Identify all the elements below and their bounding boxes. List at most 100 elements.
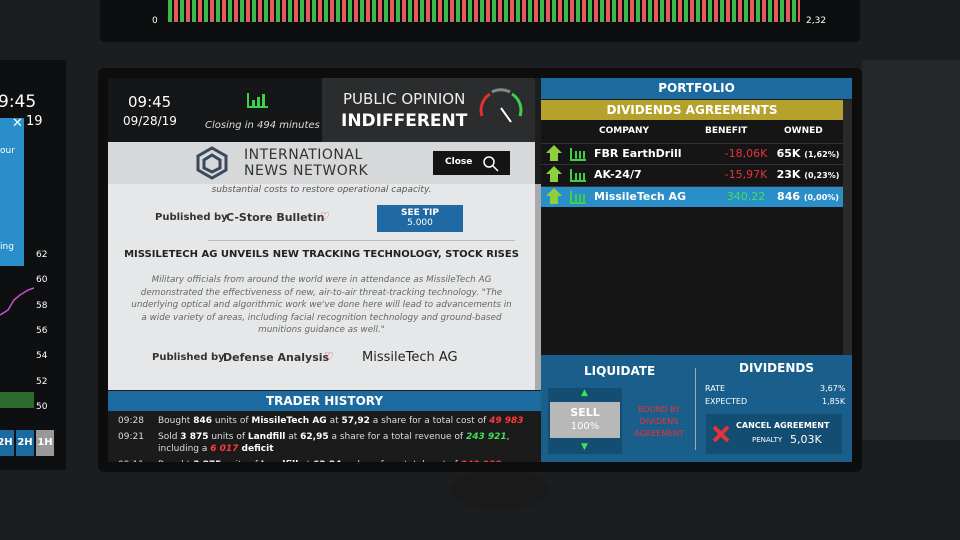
history-part: Landfill <box>261 460 299 462</box>
axis-label: 52 <box>36 376 48 387</box>
article-source: Defense Analysis <box>223 351 330 364</box>
portfolio-scrollbar[interactable] <box>843 100 852 355</box>
history-time: 09:28 <box>118 416 144 426</box>
like-icon[interactable]: ♡ <box>324 350 334 363</box>
trend-arrow-stem <box>550 195 558 204</box>
company-name: FBR EarthDrill <box>594 147 682 160</box>
network-name: NEWS NETWORK <box>244 163 369 179</box>
history-title: TRADER HISTORY <box>265 394 384 408</box>
cancel-icon <box>712 425 730 443</box>
owned-amount: 65K <box>776 147 801 160</box>
owned-value: 23K (0,23%) <box>773 168 843 181</box>
network-name: INTERNATIONAL <box>244 147 363 163</box>
history-part: Sold <box>158 432 181 442</box>
news-body: substantial costs to restore operational… <box>108 184 535 390</box>
liquidate-title: LIQUIDATE <box>584 364 656 378</box>
history-part: Bought <box>158 460 193 462</box>
tip-button[interactable]: SEE TIP 5.000 <box>377 205 463 232</box>
trend-arrow <box>546 166 562 175</box>
history-part: deficit <box>238 444 274 454</box>
portfolio-row[interactable]: AK-24/7 -15,97K 23K (0,23%) <box>541 164 843 186</box>
history-text: Sold 3 875 units of Landfill at 62,95 a … <box>158 431 533 455</box>
history-part: 846 <box>193 416 212 426</box>
benefit-value: -18,06K <box>724 147 768 160</box>
history-part: 49 983 <box>489 416 524 426</box>
history-part: a share for a total cost of <box>369 416 490 426</box>
axis-label: 58 <box>36 300 48 311</box>
top-label: 2,32 <box>806 16 827 26</box>
news-logo <box>196 146 228 180</box>
trend-arrow-stem <box>550 174 558 183</box>
dividends-title: DIVIDENDS <box>739 361 814 375</box>
clock-panel <box>108 78 322 142</box>
bound-note: BOUND BY DIVIDENS AGREEMENT <box>634 405 685 438</box>
left-panel <box>0 118 24 266</box>
sell-button[interactable]: SELL 100% <box>550 402 620 438</box>
history-part: at <box>285 432 301 442</box>
history-part: a share for a total cost of <box>342 460 461 462</box>
close-button[interactable]: Close <box>433 151 510 175</box>
benefit-value: 340,22 <box>726 189 766 203</box>
history-time: 09:11 <box>118 459 144 462</box>
subtitle-bar <box>541 100 843 120</box>
sell-down[interactable]: ▼ <box>581 442 588 452</box>
owned-value: 846 (0,00%) <box>773 190 843 203</box>
expected-value: 1,85K <box>822 397 846 406</box>
chart-icon <box>570 148 586 161</box>
history-part: MissileTech AG <box>251 416 327 426</box>
portfolio-row[interactable]: MissileTech AG 340,22 846 (0,00%) <box>541 185 843 207</box>
cancel-label: CANCEL AGREEMENT <box>736 421 830 430</box>
axis-label: 62 <box>36 250 48 260</box>
column-header: BENEFIT <box>705 126 748 136</box>
owned-percent: (0,00%) <box>803 192 839 202</box>
timeframe-button[interactable]: 1H <box>36 430 54 456</box>
owned-percent: (1,62%) <box>804 150 840 159</box>
left-date: 19 <box>26 114 43 129</box>
sell-up[interactable]: ▲ <box>581 388 588 398</box>
history-part: 249 938 <box>461 460 502 462</box>
opinion-gauge <box>479 88 523 123</box>
opinion-value: INDIFFERENT <box>341 111 468 131</box>
history-part: 243 921 <box>465 432 507 442</box>
timeframe-button[interactable]: 2H <box>16 430 34 456</box>
penalty-label: PENALTY <box>752 436 783 444</box>
history-part: at <box>326 416 342 426</box>
scrollbar[interactable] <box>535 184 541 390</box>
left-text: ing <box>0 242 14 252</box>
owned-amount: 846 <box>777 189 801 203</box>
history-part: a share for a total revenue of <box>328 432 466 442</box>
left-close[interactable]: ✕ <box>12 116 23 131</box>
history-part: Bought <box>158 416 194 426</box>
portfolio-subtitle: DIVIDENDS AGREEMENTS <box>606 103 778 117</box>
owned-percent: (0,23%) <box>804 171 840 181</box>
top-label: 0 <box>152 16 158 26</box>
divider <box>208 240 515 241</box>
history-part: 3 875 <box>180 432 209 442</box>
published-label: Published by <box>152 352 225 363</box>
chart-icon <box>570 169 586 183</box>
article-text: Military officials from around the world… <box>131 275 512 336</box>
penalty-value: 5,03K <box>790 433 822 446</box>
left-buttons: 2H 2H 1H <box>0 430 60 456</box>
axis-label: 54 <box>36 351 48 362</box>
axis-label: 50 <box>36 401 48 412</box>
timeframe-button[interactable]: 2H <box>0 430 14 456</box>
cancel-button[interactable]: CANCEL AGREEMENT PENALTY 5,03K <box>706 414 842 454</box>
portfolio-row[interactable]: FBR EarthDrill -18,06K 65K (1,62%) <box>541 143 843 164</box>
column-header: OWNED <box>784 126 823 136</box>
like-icon[interactable]: ♡ <box>320 210 330 223</box>
close-icon <box>483 156 499 172</box>
owned-value: 65K (1,62%) <box>773 147 843 160</box>
tip-value: 5.000 <box>407 218 433 228</box>
history-part: units of <box>208 432 248 442</box>
article-source: C-Store Bulletin <box>226 211 325 224</box>
history-part: 63,24 <box>313 460 341 462</box>
company-name: AK-24/7 <box>594 168 642 182</box>
history-entry: 09:28 Bought 846 units of MissileTech AG … <box>114 415 533 427</box>
portfolio-header <box>541 78 852 99</box>
article-text: substantial costs to restore operational… <box>211 185 432 195</box>
opinion-label: PUBLIC OPINION <box>343 90 466 108</box>
portfolio-title: PORTFOLIO <box>658 81 735 95</box>
left-chart <box>0 287 34 408</box>
